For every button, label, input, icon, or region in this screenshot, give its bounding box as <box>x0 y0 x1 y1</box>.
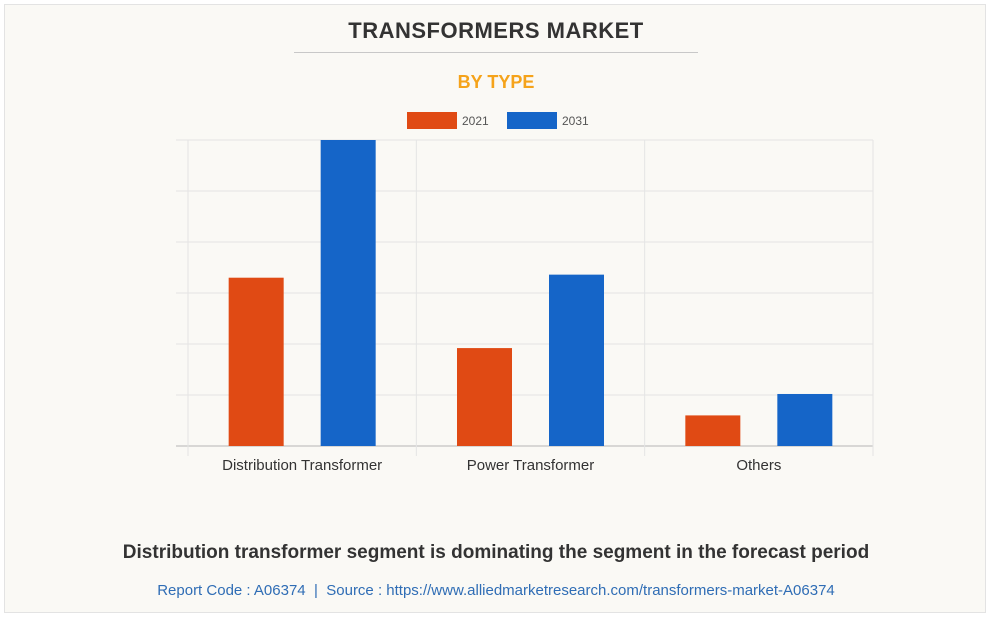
report-code: Report Code : A06374 <box>157 582 306 599</box>
source-link[interactable]: Source : https://www.alliedmarketresearc… <box>326 582 835 599</box>
bar-2031-distribution-transformer[interactable] <box>320 140 376 446</box>
bar-2021-distribution-transformer[interactable] <box>228 277 284 446</box>
legend-swatch-2031[interactable] <box>507 112 557 129</box>
footer-separator: | <box>314 582 318 599</box>
gridlines <box>176 139 874 456</box>
footer-statement: Distribution transformer segment is domi… <box>122 542 870 563</box>
legend-label-2021: 2021 <box>462 114 489 128</box>
bar-2031-others[interactable] <box>777 393 833 446</box>
bar-chart: 2021 2031 Distribution Transformer Power T… <box>176 112 874 474</box>
chart-card <box>4 4 986 613</box>
footer-source-line: Report Code : A06374 | Source : https://… <box>0 582 992 599</box>
bar-2021-power-transformer[interactable] <box>457 348 512 446</box>
chart-title: TRANSFORMERS MARKET <box>348 18 644 43</box>
bars <box>228 140 833 446</box>
title-divider <box>294 52 698 53</box>
legend-label-2031: 2031 <box>562 114 589 128</box>
x-tick-label: Others <box>736 457 781 474</box>
x-axis: Distribution Transformer Power Transforme… <box>222 457 781 474</box>
bar-2021-others[interactable] <box>685 415 741 446</box>
x-tick-label: Distribution Transformer <box>222 457 382 474</box>
bar-2031-power-transformer[interactable] <box>549 274 604 446</box>
x-tick-label: Power Transformer <box>467 457 595 474</box>
legend: 2021 2031 <box>407 112 589 129</box>
legend-swatch-2021[interactable] <box>407 112 457 129</box>
chart-subtitle: BY TYPE <box>457 72 535 92</box>
